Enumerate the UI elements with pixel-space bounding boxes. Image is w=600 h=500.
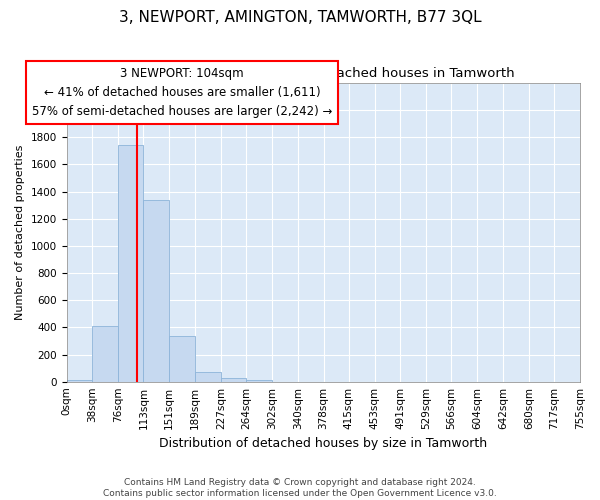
X-axis label: Distribution of detached houses by size in Tamworth: Distribution of detached houses by size … [159,437,487,450]
Bar [195,372,221,382]
Text: Contains HM Land Registry data © Crown copyright and database right 2024.
Contai: Contains HM Land Registry data © Crown c… [103,478,497,498]
Bar [169,336,195,382]
Bar [118,146,143,382]
Bar [92,326,118,382]
Bar [143,200,169,382]
Bar [246,380,272,382]
Y-axis label: Number of detached properties: Number of detached properties [15,144,25,320]
Text: 3, NEWPORT, AMINGTON, TAMWORTH, B77 3QL: 3, NEWPORT, AMINGTON, TAMWORTH, B77 3QL [119,10,481,25]
Text: 3 NEWPORT: 104sqm
← 41% of detached houses are smaller (1,611)
57% of semi-detac: 3 NEWPORT: 104sqm ← 41% of detached hous… [32,67,332,118]
Bar [221,378,246,382]
Title: Size of property relative to detached houses in Tamworth: Size of property relative to detached ho… [132,68,515,80]
Bar [67,380,92,382]
